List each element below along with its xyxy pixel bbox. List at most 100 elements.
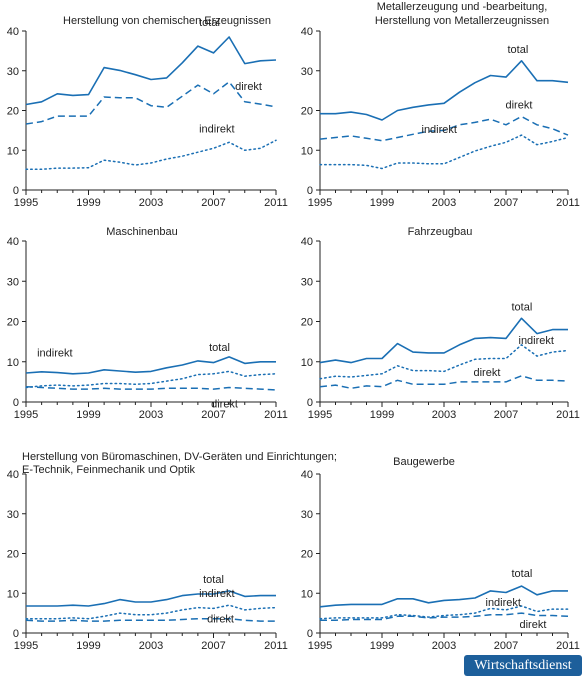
series-label-total: total [203, 574, 224, 586]
series-line-total [319, 317, 568, 364]
series-line-direkt [319, 115, 569, 142]
x-tick-label: 2007 [494, 409, 518, 421]
series-label-indirekt: indirekt [199, 123, 234, 135]
y-tick-label: 0 [13, 397, 19, 409]
chart-title: Herstellung von Büromaschinen, DV-Geräte… [22, 451, 337, 463]
y-tick-label: 10 [301, 588, 313, 600]
series-label-direkt: direkt [506, 100, 533, 112]
x-tick-label: 2011 [264, 409, 288, 421]
chart-panel-3: Maschinenbau 0 10 20 30 40 1995 1999 2003 2007 201… [7, 226, 288, 421]
y-tick-label: 10 [7, 357, 19, 369]
y-tick-label: 20 [301, 549, 313, 561]
x-tick-label: 1995 [14, 409, 38, 421]
chart-title: Baugewerbe [393, 456, 455, 468]
series-label-total: total [512, 568, 533, 580]
y-tick-label: 30 [7, 509, 19, 521]
series-label-indirekt: indirekt [486, 597, 521, 609]
x-tick-label: 2003 [139, 197, 163, 209]
series-label-total: total [199, 17, 220, 29]
series-line-direkt [25, 617, 276, 622]
y-tick-label: 40 [301, 26, 313, 38]
series-label-direkt: direkt [474, 367, 501, 379]
y-tick-label: 10 [7, 145, 19, 157]
series-line-total [25, 36, 277, 106]
x-tick-label: 2007 [201, 640, 225, 652]
x-tick-label: 1995 [308, 409, 332, 421]
y-tick-label: 30 [301, 276, 313, 288]
series-line-indirekt [25, 139, 277, 171]
chart-title: E-Technik, Feinmechanik und Optik [22, 464, 196, 476]
publisher-logo: Wirtschaftsdienst [464, 655, 582, 676]
series-label-direkt: direkt [207, 614, 234, 626]
x-tick-label: 2003 [432, 197, 456, 209]
y-tick-label: 30 [7, 276, 19, 288]
series-line-indirekt [319, 134, 569, 170]
x-tick-label: 1999 [76, 197, 100, 209]
x-tick-label: 1995 [308, 640, 332, 652]
series-label-indirekt: indirekt [422, 124, 457, 136]
y-tick-label: 30 [301, 66, 313, 78]
x-tick-label: 2011 [264, 197, 288, 209]
chart-panel-6: Baugewerbe 0 10 20 30 40 1995 1999 2003 2007 2011 t… [301, 456, 580, 652]
y-tick-label: 30 [7, 66, 19, 78]
x-tick-label: 1999 [370, 197, 394, 209]
x-tick-label: 2003 [139, 409, 163, 421]
series-label-direkt: direkt [211, 399, 238, 411]
y-tick-label: 0 [307, 397, 313, 409]
x-tick-label: 2003 [432, 409, 456, 421]
chart-title: Herstellung von chemischen Erzeugnissen [63, 15, 271, 27]
series-line-total [25, 356, 276, 375]
x-tick-label: 1995 [308, 197, 332, 209]
y-tick-label: 10 [301, 145, 313, 157]
series-label-total: total [209, 342, 230, 354]
series-line-direkt [25, 385, 277, 391]
series-line-direkt [319, 375, 569, 390]
x-tick-label: 2007 [201, 197, 225, 209]
series-label-total: total [512, 301, 533, 313]
x-tick-label: 2007 [494, 640, 518, 652]
x-tick-label: 1995 [14, 197, 38, 209]
y-tick-label: 40 [301, 469, 313, 481]
series-label-indirekt: indirekt [37, 347, 72, 359]
series-line-total [26, 590, 276, 607]
y-tick-label: 30 [301, 509, 313, 521]
series-line-indirekt [25, 604, 277, 620]
series-label-indirekt: indirekt [199, 588, 234, 600]
chart-title: Fahrzeugbau [408, 226, 473, 238]
x-tick-label: 1999 [370, 409, 394, 421]
x-tick-label: 2011 [556, 640, 580, 652]
y-tick-label: 0 [307, 185, 313, 197]
x-tick-label: 2007 [201, 409, 225, 421]
series-line-indirekt [319, 344, 569, 380]
x-tick-label: 2011 [556, 409, 580, 421]
y-tick-label: 40 [7, 469, 19, 481]
series-line-direkt [320, 612, 569, 622]
x-tick-label: 2011 [556, 197, 580, 209]
series-label-indirekt: indirekt [519, 335, 554, 347]
y-tick-label: 0 [13, 628, 19, 640]
chart-panel-5: Herstellung von Büromaschinen, DV-Geräte… [7, 451, 337, 652]
chart-title: Metallerzeugung und -bearbeitung, [377, 1, 548, 13]
y-tick-label: 10 [7, 588, 19, 600]
x-tick-label: 1995 [14, 640, 38, 652]
x-tick-label: 2003 [432, 640, 456, 652]
y-tick-label: 20 [7, 317, 19, 329]
series-line-total [319, 585, 568, 608]
x-tick-label: 2011 [264, 640, 288, 652]
y-tick-label: 40 [301, 236, 313, 248]
series-line-indirekt [25, 370, 277, 389]
x-tick-label: 1999 [76, 640, 100, 652]
x-tick-label: 1999 [76, 409, 100, 421]
chart-title: Maschinenbau [106, 226, 178, 238]
series-line-total [320, 59, 569, 121]
y-tick-label: 0 [13, 185, 19, 197]
y-tick-label: 20 [301, 317, 313, 329]
y-tick-label: 10 [301, 357, 313, 369]
x-tick-label: 1999 [370, 640, 394, 652]
chart-panel-2: Metallerzeugung und -bearbeitung, Herstel… [301, 1, 580, 209]
series-label-direkt: direkt [520, 619, 547, 631]
series-label-direkt: direkt [235, 81, 262, 93]
y-tick-label: 40 [7, 26, 19, 38]
chart-panel-4: Fahrzeugbau 0 10 20 30 40 1995 1999 2003 2007 2011… [301, 226, 580, 421]
chart-title: Herstellung von Metallerzeugnissen [375, 15, 549, 27]
